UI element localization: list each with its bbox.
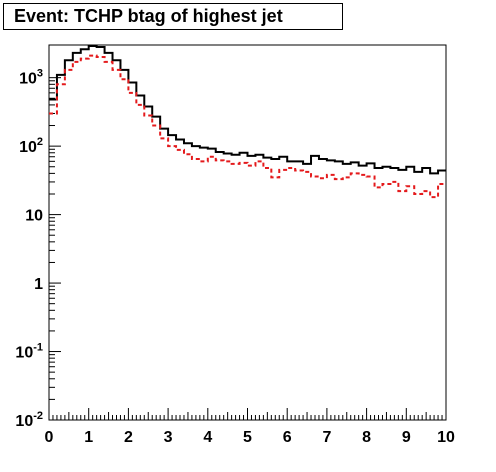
- histogram-series-1: [49, 45, 446, 175]
- x-tick-label: 2: [124, 429, 133, 446]
- x-tick-label: 5: [243, 429, 252, 446]
- y-tick-label: 1: [34, 276, 43, 293]
- y-tick-label: 103: [19, 68, 43, 88]
- histogram-series-2: [49, 54, 446, 199]
- x-tick-label: 7: [322, 429, 331, 446]
- chart-title: Event: TCHP btag of highest jet: [3, 3, 343, 30]
- y-tick-label: 10-2: [15, 410, 43, 430]
- y-tick-label: 102: [19, 136, 43, 156]
- x-tick-label: 0: [45, 429, 54, 446]
- x-tick-label: 10: [437, 429, 455, 446]
- plot-frame: [48, 44, 447, 421]
- x-tick-label: 1: [84, 429, 93, 446]
- x-tick-label: 4: [203, 429, 212, 446]
- x-tick-label: 9: [402, 429, 411, 446]
- x-tick-label: 8: [362, 429, 371, 446]
- x-tick-label: 6: [283, 429, 292, 446]
- y-tick-label: 10-1: [15, 342, 43, 362]
- x-tick-label: 3: [164, 429, 173, 446]
- y-tick-label: 10: [25, 208, 43, 225]
